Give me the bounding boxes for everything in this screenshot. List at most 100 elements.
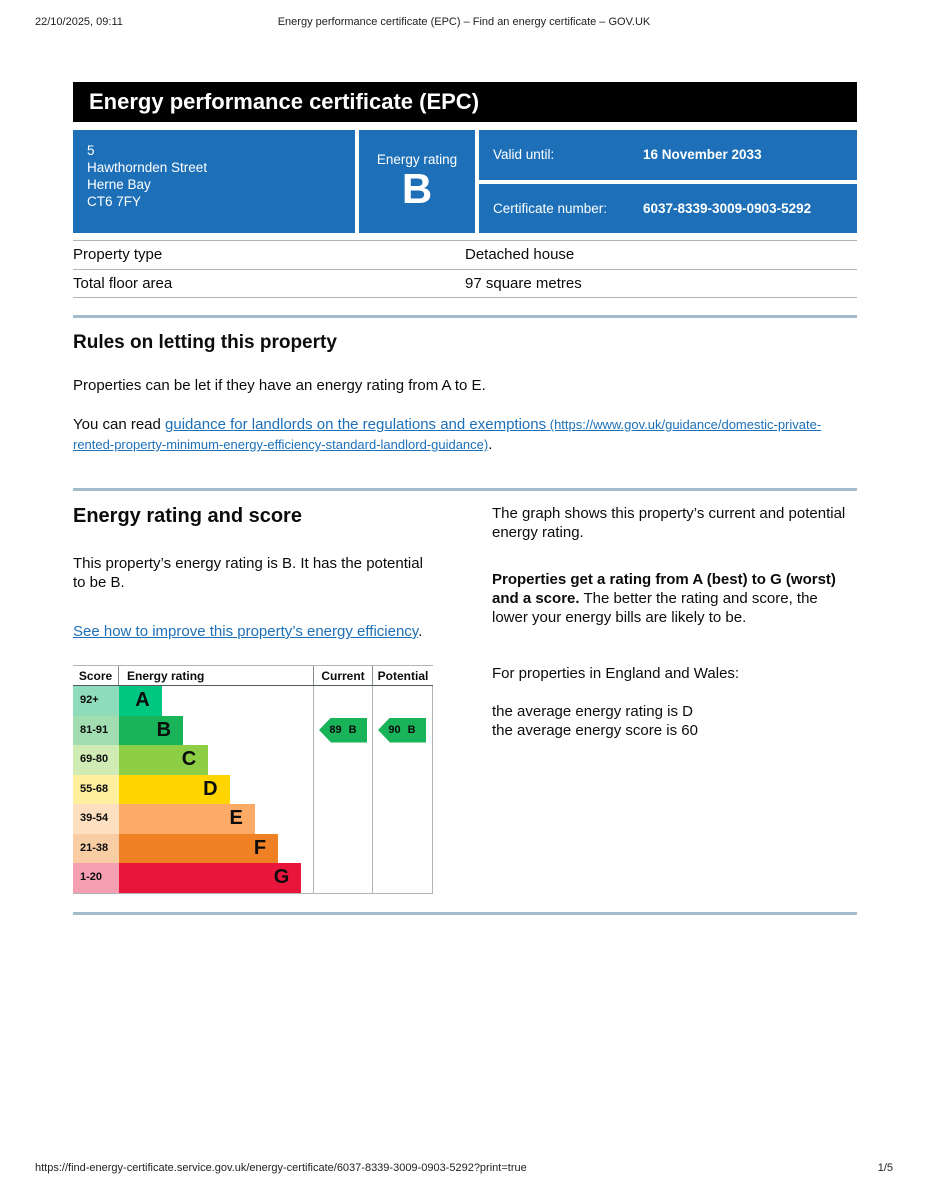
banner-title: Energy performance certificate (EPC)	[89, 89, 480, 114]
landlord-guidance-link-text: guidance for landlords on the regulation…	[165, 416, 547, 433]
band-row-c: 69-80 C	[73, 745, 433, 775]
band-bar: A	[119, 686, 162, 716]
current-cell	[313, 686, 372, 716]
floor-area-label: Total floor area	[73, 274, 173, 292]
current-cell	[313, 774, 372, 804]
average-score-line: the average energy score is 60	[492, 722, 698, 739]
rating-heading: Energy rating and score	[73, 505, 302, 527]
certificate-number-label: Certificate number:	[493, 200, 608, 216]
current-cell	[313, 745, 372, 775]
print-datetime: 22/10/2025, 09:11	[35, 16, 123, 28]
band-score-cell: 21-38	[73, 833, 119, 863]
potential-cell: 90 B	[372, 715, 433, 745]
current-cell	[313, 863, 372, 893]
improve-suffix: .	[418, 623, 423, 640]
band-row-a: 92+ A	[73, 686, 433, 716]
band-bar: C	[119, 745, 209, 775]
band-bar: B	[119, 715, 184, 745]
average-stats: the average energy rating is D the avera…	[492, 702, 857, 740]
band-row-e: 39-54 E	[73, 804, 433, 834]
potential-cell	[372, 833, 433, 863]
potential-cell	[372, 745, 433, 775]
address-line-2: Hawthornden Street	[87, 160, 208, 175]
property-type-value: Detached house	[465, 246, 575, 264]
rating-explanation-rest: The better the rating and score, the low…	[492, 590, 818, 626]
england-wales-intro: For properties in England and Wales:	[492, 665, 740, 682]
address-line-1: 5	[87, 143, 95, 158]
band-bar: E	[119, 804, 255, 834]
band-row-g: 1-20 G	[73, 863, 433, 893]
valid-until-value: 16 November 2033	[643, 147, 762, 163]
chart-potential-header: Potential	[372, 666, 433, 685]
section-divider	[73, 911, 857, 915]
certificate-number-value: 6037-8339-3009-0903-5292	[643, 200, 812, 216]
section-divider	[73, 488, 857, 491]
property-type-label: Property type	[73, 246, 163, 264]
table-row: Total floor area 97 square metres	[73, 270, 857, 298]
property-table: Property type Detached house Total floor…	[73, 240, 857, 298]
print-page-title: Energy performance certificate (EPC) – F…	[277, 16, 651, 28]
epc-rating-chart: Score Energy rating Current Potential 92…	[73, 665, 433, 894]
band-score-cell: 55-68	[73, 774, 119, 804]
potential-rating-arrow: 90 B	[378, 717, 426, 743]
band-row-f: 21-38 F	[73, 833, 433, 863]
rating-left-column: Energy rating and score This property’s …	[73, 504, 433, 894]
average-rating-line: the average energy rating is D	[492, 703, 693, 720]
band-bar: D	[119, 774, 230, 804]
energy-rating-section: Energy rating and score This property’s …	[73, 504, 857, 894]
band-score-cell: 81-91	[73, 715, 119, 745]
band-score-cell: 39-54	[73, 804, 119, 834]
certificate-summary-box: 5 Hawthornden Street Herne Bay CT6 7FY E…	[73, 130, 857, 233]
guidance-prefix: You can read	[73, 416, 166, 433]
certificate-banner: Energy performance certificate (EPC)	[73, 82, 857, 122]
current-cell	[313, 833, 372, 863]
energy-rating-panel: Energy rating B	[359, 130, 475, 233]
chart-header-row: Score Energy rating Current Potential	[73, 665, 433, 686]
band-row-d: 55-68 D	[73, 774, 433, 804]
rules-heading: Rules on letting this property	[73, 332, 337, 353]
improve-paragraph: See how to improve this property’s energ…	[73, 622, 423, 641]
rating-explanation-bold: Properties get a rating from A (best) to…	[492, 571, 836, 607]
address-line-4: CT6 7FY	[87, 194, 142, 209]
chart-score-header: Score	[73, 666, 119, 685]
floor-area-value: 97 square metres	[465, 274, 582, 292]
valid-until-label: Valid until:	[493, 147, 555, 163]
guidance-suffix: .	[488, 436, 493, 453]
rules-paragraph: Properties can be let if they have an en…	[73, 377, 486, 394]
current-score: 89	[329, 724, 342, 736]
rating-intro: This property’s energy rating is B. It h…	[73, 555, 423, 591]
band-score-cell: 92+	[73, 686, 119, 716]
current-letter: B	[348, 724, 357, 736]
band-score-cell: 1-20	[73, 863, 119, 893]
address-line-3: Herne Bay	[87, 177, 151, 192]
print-url: https://find-energy-certificate.service.…	[35, 1162, 527, 1174]
certificate-page: Energy performance certificate (EPC) 5 H…	[73, 82, 857, 915]
browser-print-header: 22/10/2025, 09:11 Energy performance cer…	[35, 16, 893, 28]
chart-current-header: Current	[313, 666, 372, 685]
potential-cell	[372, 774, 433, 804]
potential-letter: B	[407, 724, 416, 736]
band-bar: G	[119, 863, 302, 893]
improve-efficiency-link[interactable]: See how to improve this property’s energ…	[73, 623, 419, 640]
current-cell: 89 B	[313, 715, 372, 745]
landlord-guidance-link[interactable]: guidance for landlords on the regulation…	[73, 416, 821, 453]
potential-cell	[372, 686, 433, 716]
certificate-details-panel: Valid until: 16 November 2033 Certificat…	[479, 130, 857, 233]
band-score-cell: 69-80	[73, 745, 119, 775]
energy-rating-value: B	[401, 165, 433, 212]
energy-rating-label: Energy rating	[376, 152, 458, 167]
potential-cell	[372, 863, 433, 893]
section-divider	[73, 315, 857, 318]
print-page-number: 1/5	[877, 1162, 893, 1174]
property-address: 5 Hawthornden Street Herne Bay CT6 7FY	[73, 130, 355, 233]
current-cell	[313, 804, 372, 834]
rules-guidance-paragraph: You can read guidance for landlords on t…	[73, 415, 857, 455]
valid-until-row: Valid until: 16 November 2033	[479, 130, 857, 180]
band-row-b: 81-91 B 89 B 90 B	[73, 715, 433, 745]
current-rating-arrow: 89 B	[319, 717, 367, 743]
chart-rating-header: Energy rating	[127, 669, 205, 683]
certificate-number-row: Certificate number: 6037-8339-3009-0903-…	[479, 183, 857, 233]
potential-score: 90	[388, 724, 401, 736]
browser-print-footer: https://find-energy-certificate.service.…	[35, 1162, 893, 1174]
landlord-guidance-link-url: (https://www.gov.uk/guidance/domestic-pr…	[73, 417, 822, 452]
